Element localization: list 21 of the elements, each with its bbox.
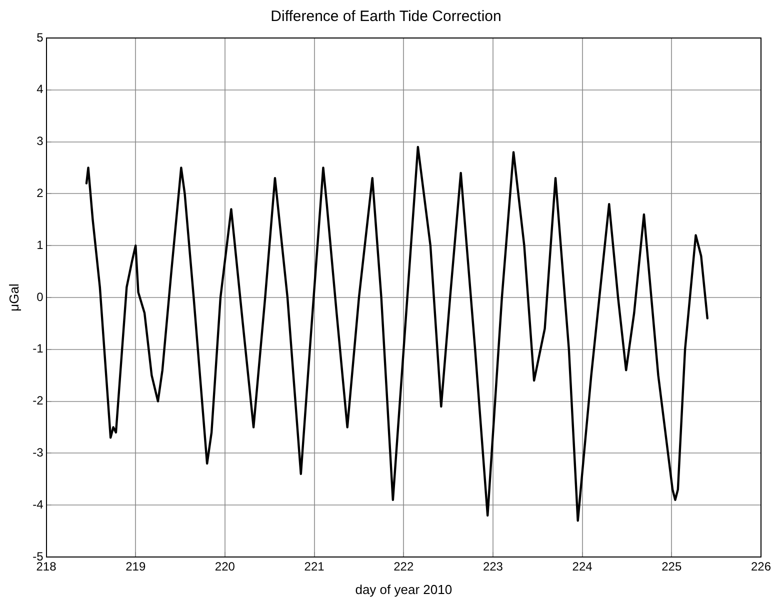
chart-title: Difference of Earth Tide Correction xyxy=(270,8,502,26)
y-tick-label: 0 xyxy=(36,290,44,304)
y-tick-label: -4 xyxy=(32,497,44,512)
y-tick-label: 2 xyxy=(36,186,44,200)
x-tick-label: 226 xyxy=(750,560,772,574)
y-tick-label: -1 xyxy=(32,342,44,356)
x-tick-label: 221 xyxy=(304,560,325,574)
y-tick-label: -2 xyxy=(32,394,44,408)
x-tick-label: 220 xyxy=(214,560,236,574)
y-tick-label: 3 xyxy=(36,134,44,148)
x-axis-title: day of year 2010 xyxy=(355,582,452,597)
x-tick-label: 219 xyxy=(126,560,146,574)
y-axis-title: μGal xyxy=(6,284,22,312)
y-tick-label: -3 xyxy=(32,446,44,460)
x-tick-label: 222 xyxy=(394,560,414,574)
x-tick-label: 223 xyxy=(482,560,504,574)
x-tick-label: 225 xyxy=(662,560,682,574)
y-tick-label: 5 xyxy=(36,30,44,44)
y-tick-label: 1 xyxy=(36,238,44,252)
x-tick-label: 224 xyxy=(572,560,593,574)
y-tick-label: 4 xyxy=(36,82,44,96)
